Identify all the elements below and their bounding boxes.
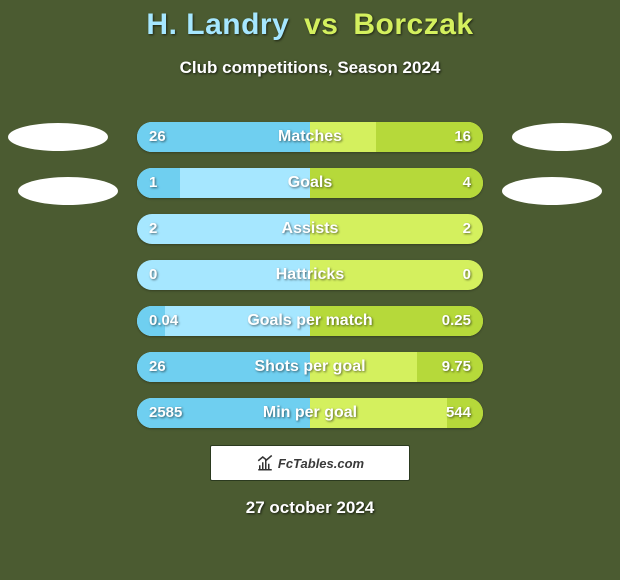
team-logo-placeholder-right-2 — [502, 177, 602, 205]
stat-label: Assists — [137, 214, 483, 244]
chart-bars-icon — [256, 454, 274, 472]
stat-label: Min per goal — [137, 398, 483, 428]
attribution-text: FcTables.com — [278, 456, 364, 471]
stat-row: 00Hattricks — [137, 260, 483, 290]
attribution-badge: FcTables.com — [210, 445, 410, 481]
team-logo-placeholder-right-1 — [512, 123, 612, 151]
stat-row: 2616Matches — [137, 122, 483, 152]
stat-label: Shots per goal — [137, 352, 483, 382]
datestamp: 27 october 2024 — [0, 498, 620, 518]
stat-row: 269.75Shots per goal — [137, 352, 483, 382]
stat-rows: 2616Matches 14Goals 22Assists 00Hattricks 0.… — [137, 122, 483, 444]
stat-label: Hattricks — [137, 260, 483, 290]
team-logo-placeholder-left-1 — [8, 123, 108, 151]
stat-label: Goals per match — [137, 306, 483, 336]
page-title: H. Landry vs Borczak — [0, 8, 620, 42]
player-right-name: Borczak — [353, 8, 473, 41]
title-vs: vs — [304, 8, 338, 41]
stat-row: 0.040.25Goals per match — [137, 306, 483, 336]
stat-row: 14Goals — [137, 168, 483, 198]
player-left-name: H. Landry — [146, 8, 289, 41]
stat-label: Matches — [137, 122, 483, 152]
stat-row: 2585544Min per goal — [137, 398, 483, 428]
stat-row: 22Assists — [137, 214, 483, 244]
subtitle: Club competitions, Season 2024 — [0, 58, 620, 78]
team-logo-placeholder-left-2 — [18, 177, 118, 205]
comparison-infographic: H. Landry vs Borczak Club competitions, … — [0, 0, 620, 580]
stat-label: Goals — [137, 168, 483, 198]
